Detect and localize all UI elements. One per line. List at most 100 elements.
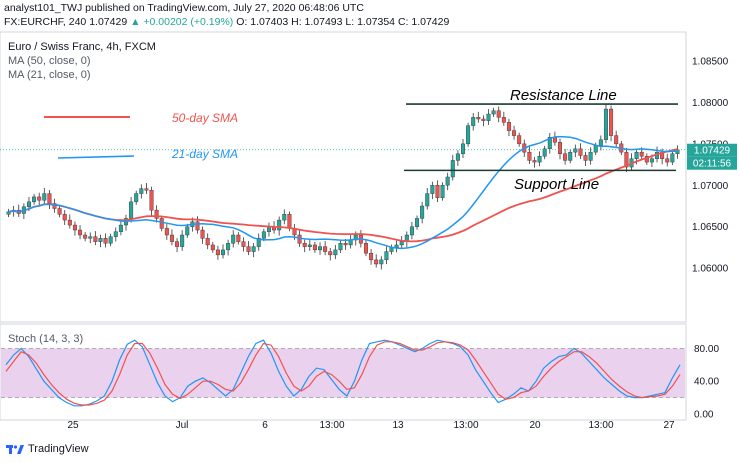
candle xyxy=(37,192,42,206)
candle xyxy=(338,240,343,253)
resistance-label: Resistance Line xyxy=(510,87,617,104)
candle xyxy=(461,138,465,159)
candle xyxy=(103,233,108,248)
sma21-label: 21-day SMA xyxy=(171,147,238,161)
stoch-tick-label: 40.00 xyxy=(694,377,719,388)
candle xyxy=(251,243,256,258)
candle xyxy=(318,242,323,255)
svg-text:02:11:56: 02:11:56 xyxy=(693,159,732,170)
candle xyxy=(32,193,37,205)
time-tick-label: 13:00 xyxy=(588,420,613,431)
symbol-label: FX:EURCHF, 240 xyxy=(4,16,87,28)
candle xyxy=(277,216,282,236)
candle xyxy=(282,209,287,225)
candle xyxy=(302,239,307,253)
candle xyxy=(450,154,455,181)
candle xyxy=(226,239,231,256)
price-tick-label: 1.08500 xyxy=(692,57,729,68)
annotation-lines xyxy=(0,103,686,172)
time-tick-label: 27 xyxy=(663,420,675,431)
candle xyxy=(542,145,547,160)
stoch-band xyxy=(1,347,685,399)
candle xyxy=(154,205,159,223)
candle xyxy=(430,181,435,200)
candle xyxy=(363,240,368,257)
candle xyxy=(440,182,445,201)
price-tick-label: 1.07000 xyxy=(692,181,729,192)
chart-title: Euro / Swiss Franc, 4h, FXCM xyxy=(8,41,156,53)
candle xyxy=(312,242,317,253)
stoch-k-line xyxy=(5,339,681,407)
price-change: ▲ +0.00202 (+0.19%) xyxy=(130,16,234,28)
ma21-legend[interactable]: MA (21, close, 0) xyxy=(8,69,91,81)
candle xyxy=(307,240,312,251)
candle xyxy=(537,151,542,167)
candle xyxy=(231,230,236,248)
candle xyxy=(134,190,139,205)
candle xyxy=(159,215,164,232)
candle xyxy=(108,233,113,247)
last-price-tag: 1.07429 02:11:56 xyxy=(687,143,737,170)
candle xyxy=(445,172,450,191)
time-axis[interactable]: 25 Jul 6 13:00 13 13:00 20 13:00 27 xyxy=(67,420,675,431)
ma50-legend[interactable]: MA (50, close, 0) xyxy=(8,55,91,67)
tradingview-footer[interactable]: TradingView xyxy=(6,443,89,455)
candle xyxy=(568,149,573,164)
candle xyxy=(491,107,496,117)
candle xyxy=(169,229,174,246)
candle xyxy=(215,245,220,260)
brand-name: TradingView xyxy=(28,443,89,455)
candle xyxy=(236,232,241,245)
price-tick-label: 1.06500 xyxy=(692,222,729,233)
candle xyxy=(563,148,568,165)
candle xyxy=(200,226,205,244)
candle xyxy=(72,221,77,236)
sma21-sample-line xyxy=(57,155,135,159)
candle xyxy=(149,186,154,216)
candle xyxy=(558,138,562,160)
candle xyxy=(333,245,338,260)
sma50-label: 50-day SMA xyxy=(172,111,238,125)
publish-info: analyst101_TWJ published on TradingView.… xyxy=(4,2,364,14)
support-label: Support Line xyxy=(514,176,599,193)
tradingview-logo-icon xyxy=(6,445,24,454)
candle xyxy=(62,210,67,225)
last-price: 1.07429 xyxy=(89,16,128,28)
candle xyxy=(578,143,583,160)
candle xyxy=(435,180,440,202)
candle xyxy=(624,147,629,172)
candle xyxy=(415,215,420,230)
candle xyxy=(614,130,619,149)
stoch-axis[interactable]: 0.00 40.00 80.00 xyxy=(694,344,719,421)
candle xyxy=(323,241,328,256)
price-tick-label: 1.06000 xyxy=(692,264,729,275)
stoch-legend[interactable]: Stoch (14, 3, 3) xyxy=(8,333,83,345)
time-tick-label: Jul xyxy=(176,420,189,431)
candle xyxy=(241,237,246,252)
candle xyxy=(113,227,118,242)
candle xyxy=(466,122,471,147)
candle xyxy=(52,198,57,213)
candle xyxy=(527,146,532,164)
candle xyxy=(246,241,251,256)
candle xyxy=(665,153,670,167)
candle xyxy=(384,246,389,265)
candle xyxy=(164,224,169,240)
candle xyxy=(175,238,180,253)
candle xyxy=(547,133,552,154)
candle xyxy=(6,208,11,218)
candle xyxy=(88,232,93,244)
svg-text:1.07429: 1.07429 xyxy=(694,146,731,157)
time-tick-label: 20 xyxy=(529,420,541,431)
candle xyxy=(532,156,537,168)
candle xyxy=(496,106,501,123)
main-pane[interactable] xyxy=(0,31,687,323)
candle xyxy=(185,223,190,238)
candle xyxy=(583,151,588,166)
stoch-tick-label: 80.00 xyxy=(694,344,719,355)
candle xyxy=(471,113,476,131)
candle xyxy=(476,111,481,123)
stoch-d-line xyxy=(5,341,681,406)
candle xyxy=(409,221,414,240)
